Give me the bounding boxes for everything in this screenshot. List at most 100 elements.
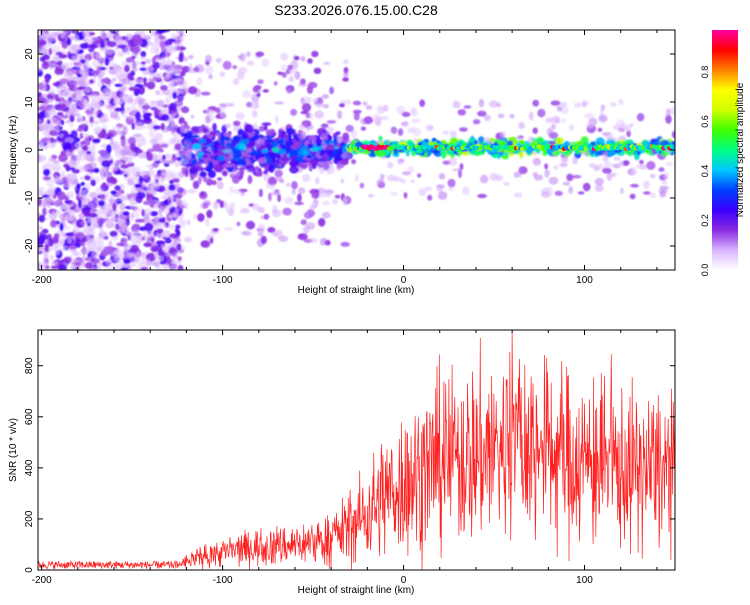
heatmap-cell bbox=[305, 211, 310, 220]
heatmap-cell bbox=[160, 122, 165, 131]
heatmap-cell bbox=[458, 169, 462, 179]
snr-y-tick-label: 0 bbox=[24, 567, 35, 573]
heatmap-cell bbox=[153, 261, 160, 268]
heatmap-cell bbox=[336, 162, 341, 171]
heatmap-cell bbox=[120, 267, 127, 270]
heatmap-cell bbox=[594, 177, 604, 186]
heatmap-cell bbox=[233, 188, 242, 194]
heatmap-cell bbox=[232, 175, 240, 184]
heatmap-cell bbox=[215, 57, 222, 64]
heatmap-cell bbox=[132, 223, 141, 230]
heatmap-cell bbox=[191, 143, 202, 151]
heatmap-cell bbox=[156, 228, 164, 234]
heatmap-cell bbox=[257, 224, 266, 233]
heatmap-cell bbox=[101, 103, 110, 108]
heatmap-cell bbox=[81, 209, 90, 215]
heatmap-cell bbox=[184, 140, 189, 146]
heatmap-cell bbox=[240, 188, 245, 197]
heatmap-cell bbox=[252, 86, 260, 93]
heatmap-cell bbox=[44, 75, 50, 84]
heatmap-cell bbox=[400, 121, 409, 127]
heatmap-cell bbox=[275, 153, 282, 159]
heatmap-cell bbox=[163, 172, 170, 181]
heatmap-cell bbox=[131, 122, 136, 130]
heatmap-cell bbox=[50, 45, 61, 52]
heatmap-cell bbox=[75, 93, 85, 101]
heatmap-cell bbox=[212, 228, 219, 232]
heatmap-cell bbox=[159, 60, 170, 70]
heatmap-cell bbox=[182, 86, 188, 95]
heatmap-cell bbox=[116, 44, 127, 49]
heatmap-cell bbox=[258, 188, 263, 198]
heatmap-cell bbox=[297, 131, 307, 141]
heatmap-cell bbox=[79, 152, 87, 162]
heatmap-cell bbox=[102, 88, 109, 97]
heatmap-cell bbox=[513, 192, 523, 198]
heatmap-cell bbox=[561, 155, 569, 164]
heatmap-cell bbox=[140, 61, 146, 65]
heatmap-cell bbox=[239, 168, 245, 176]
heatmap-cell bbox=[169, 79, 174, 89]
heatmap-cell bbox=[396, 105, 406, 115]
heatmap-cell bbox=[155, 231, 165, 239]
heatmap-cell bbox=[197, 176, 202, 185]
heatmap-cell bbox=[95, 52, 102, 60]
heatmap-cell bbox=[168, 197, 176, 201]
heatmap-cell bbox=[305, 112, 311, 119]
heatmap-cell bbox=[167, 223, 175, 230]
heatmap-cell bbox=[308, 81, 318, 89]
heatmap-cell bbox=[629, 193, 636, 200]
heatmap-x-ticks: -200 -100 0 100 bbox=[32, 30, 658, 286]
heatmap-cell bbox=[320, 133, 328, 140]
heatmap-cell bbox=[85, 58, 89, 67]
heatmap-cell bbox=[623, 160, 630, 166]
heatmap-cell bbox=[111, 144, 118, 151]
heatmap-cell bbox=[462, 186, 470, 195]
heatmap-cell bbox=[324, 193, 332, 198]
heatmap-cell bbox=[138, 175, 144, 184]
heatmap-y-label: Frequency (Hz) bbox=[8, 116, 19, 185]
heatmap-cell bbox=[323, 143, 328, 148]
heatmap-cell bbox=[280, 64, 287, 71]
heatmap-cell bbox=[91, 267, 99, 270]
heatmap-cell bbox=[209, 131, 218, 135]
heatmap-cell bbox=[495, 174, 504, 182]
heatmap-cell bbox=[671, 130, 675, 139]
heatmap-cell bbox=[224, 227, 234, 231]
heatmap-cell bbox=[636, 151, 641, 155]
heatmap-cell bbox=[115, 223, 120, 230]
heatmap-cell bbox=[61, 62, 70, 70]
heatmap-cell bbox=[131, 66, 138, 73]
heatmap-cell bbox=[343, 99, 352, 105]
heatmap-cell bbox=[160, 205, 165, 210]
heatmap-cell bbox=[155, 36, 160, 46]
heatmap-cell bbox=[63, 142, 72, 152]
heatmap-cell bbox=[38, 214, 46, 223]
heatmap-cell bbox=[141, 209, 146, 217]
heatmap-cell bbox=[161, 154, 166, 160]
heatmap-cell bbox=[63, 245, 68, 250]
heatmap-cell bbox=[187, 147, 194, 152]
heatmap-cell bbox=[77, 86, 86, 90]
heatmap-x-tick-label: -200 bbox=[32, 275, 52, 286]
heatmap-cell bbox=[132, 258, 141, 263]
heatmap-cell bbox=[120, 138, 126, 147]
heatmap-cell bbox=[107, 132, 114, 137]
heatmap-cell bbox=[411, 118, 421, 123]
heatmap-cell bbox=[71, 113, 81, 117]
heatmap-cell bbox=[129, 244, 139, 252]
heatmap-cell bbox=[528, 111, 534, 121]
heatmap-cell bbox=[60, 114, 69, 119]
heatmap-cell bbox=[163, 230, 170, 238]
heatmap-cell bbox=[111, 77, 117, 82]
heatmap-cell bbox=[63, 256, 72, 264]
heatmap-cell bbox=[241, 90, 252, 99]
heatmap-cell bbox=[73, 80, 81, 86]
heatmap-cell bbox=[336, 134, 343, 144]
heatmap-cell bbox=[263, 213, 270, 220]
heatmap-cell bbox=[311, 139, 317, 144]
heatmap-cell bbox=[446, 150, 454, 155]
heatmap-cell bbox=[69, 206, 76, 211]
heatmap-cell bbox=[594, 184, 604, 192]
